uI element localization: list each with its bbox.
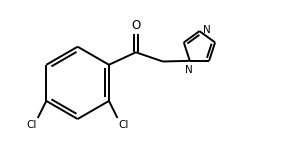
Text: N: N bbox=[185, 65, 192, 75]
Text: Cl: Cl bbox=[119, 120, 129, 130]
Text: N: N bbox=[203, 25, 211, 35]
Text: O: O bbox=[131, 19, 141, 32]
Text: Cl: Cl bbox=[26, 120, 37, 130]
